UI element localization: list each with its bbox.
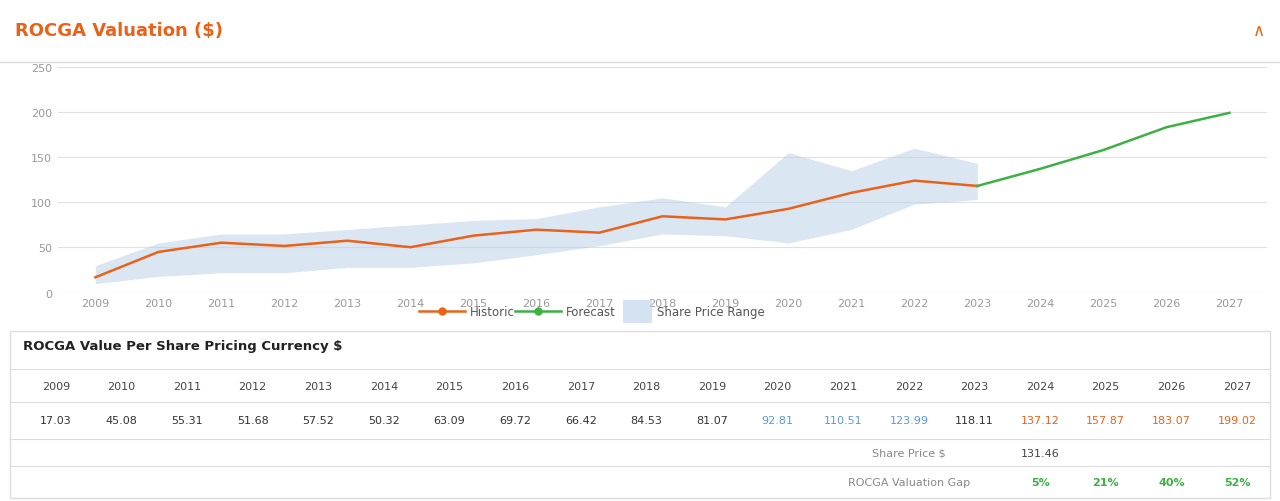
Text: 2022: 2022 (895, 381, 923, 391)
Text: 2012: 2012 (238, 381, 266, 391)
Text: 2021: 2021 (829, 381, 858, 391)
Text: 81.07: 81.07 (696, 416, 728, 426)
Text: Share Price $: Share Price $ (872, 447, 946, 457)
Text: 2017: 2017 (567, 381, 595, 391)
Text: 2025: 2025 (1092, 381, 1120, 391)
Text: 50.32: 50.32 (369, 416, 399, 426)
Text: 183.07: 183.07 (1152, 416, 1190, 426)
Text: 2019: 2019 (698, 381, 726, 391)
Text: 2011: 2011 (173, 381, 201, 391)
Text: 2023: 2023 (960, 381, 988, 391)
Text: 66.42: 66.42 (564, 416, 596, 426)
Text: 2018: 2018 (632, 381, 660, 391)
Text: ROCGA Value Per Share Pricing Currency $: ROCGA Value Per Share Pricing Currency $ (23, 339, 343, 352)
Text: 92.81: 92.81 (762, 416, 794, 426)
Text: Forecast: Forecast (566, 306, 616, 318)
Text: 2027: 2027 (1222, 381, 1251, 391)
Text: 2013: 2013 (305, 381, 333, 391)
Text: 45.08: 45.08 (105, 416, 137, 426)
Text: Historic: Historic (470, 306, 515, 318)
Text: 157.87: 157.87 (1087, 416, 1125, 426)
Text: 137.12: 137.12 (1020, 416, 1060, 426)
FancyBboxPatch shape (623, 301, 652, 323)
FancyBboxPatch shape (10, 332, 1270, 497)
Text: 2014: 2014 (370, 381, 398, 391)
Text: ROCGA Valuation Gap: ROCGA Valuation Gap (847, 477, 970, 487)
Text: ∧: ∧ (1253, 23, 1265, 40)
Text: 52%: 52% (1224, 477, 1251, 487)
Text: 17.03: 17.03 (40, 416, 72, 426)
Text: 123.99: 123.99 (890, 416, 928, 426)
Text: 118.11: 118.11 (955, 416, 993, 426)
Text: 2024: 2024 (1025, 381, 1055, 391)
Text: 40%: 40% (1158, 477, 1185, 487)
Text: 51.68: 51.68 (237, 416, 269, 426)
Text: 110.51: 110.51 (824, 416, 863, 426)
Text: 199.02: 199.02 (1217, 416, 1257, 426)
Text: 84.53: 84.53 (631, 416, 662, 426)
Text: 57.52: 57.52 (302, 416, 334, 426)
Text: 2016: 2016 (500, 381, 529, 391)
Text: 2009: 2009 (42, 381, 70, 391)
Text: 63.09: 63.09 (434, 416, 466, 426)
Text: 69.72: 69.72 (499, 416, 531, 426)
Text: 2010: 2010 (108, 381, 136, 391)
Text: 21%: 21% (1092, 477, 1119, 487)
Text: ROCGA Valuation ($): ROCGA Valuation ($) (15, 23, 224, 40)
Text: 5%: 5% (1030, 477, 1050, 487)
Text: 2020: 2020 (763, 381, 792, 391)
Text: Share Price Range: Share Price Range (657, 306, 764, 318)
Text: 2015: 2015 (435, 381, 463, 391)
Text: 2026: 2026 (1157, 381, 1185, 391)
Text: 55.31: 55.31 (172, 416, 204, 426)
Text: 131.46: 131.46 (1020, 447, 1060, 457)
